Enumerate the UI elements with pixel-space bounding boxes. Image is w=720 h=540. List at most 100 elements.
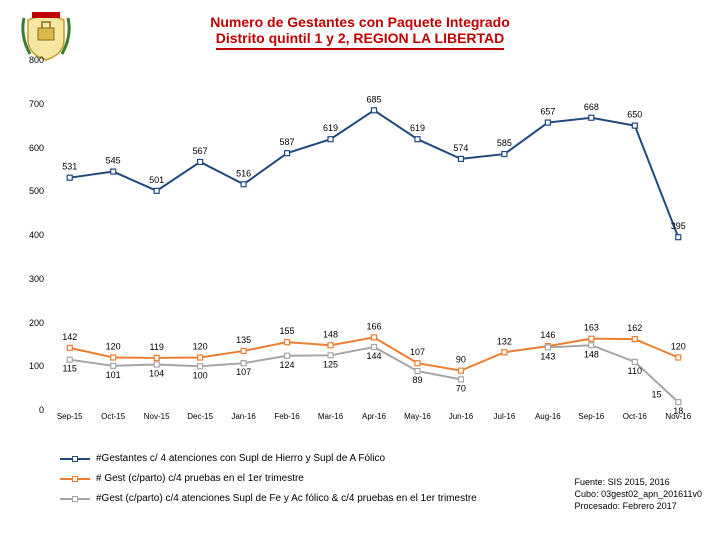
series-marker [589, 115, 594, 120]
point-label: 668 [584, 102, 599, 112]
point-label: 531 [62, 162, 77, 172]
point-label-extra: 15 [652, 389, 662, 399]
point-label: 115 [63, 364, 77, 374]
x-tick-label: Jun-16 [449, 412, 473, 421]
point-label: 125 [323, 359, 338, 369]
series-marker [589, 336, 594, 341]
series-marker [632, 359, 637, 364]
series-marker [415, 361, 420, 366]
point-label: 155 [280, 326, 295, 336]
point-label: 142 [62, 332, 77, 342]
point-label: 166 [366, 321, 381, 331]
series-marker [154, 362, 159, 367]
series-marker [198, 355, 203, 360]
x-tick-label: Nov-15 [144, 412, 170, 421]
title-line1: Numero de Gestantes con Paquete Integrad… [0, 14, 720, 30]
series-marker [589, 343, 594, 348]
legend-swatch [60, 494, 90, 504]
series-marker [458, 368, 463, 373]
legend-label: #Gestantes c/ 4 atenciones con Supl de H… [96, 450, 385, 468]
y-tick-label: 200 [29, 318, 44, 328]
point-label: 101 [106, 370, 121, 380]
series-marker [67, 345, 72, 350]
line-chart: 0100200300400500600700800 53154550156751… [20, 60, 700, 430]
point-label: 100 [193, 370, 208, 380]
x-tick-label: Dec-15 [187, 412, 213, 421]
legend-item: #Gest (c/parto) c/4 atenciones Supl de F… [60, 490, 477, 508]
series-marker [372, 335, 377, 340]
legend-label: #Gest (c/parto) c/4 atenciones Supl de F… [96, 490, 477, 508]
point-label: 135 [236, 335, 251, 345]
point-label: 132 [497, 336, 512, 346]
x-tick-label: Oct-16 [623, 412, 647, 421]
y-tick-label: 400 [29, 230, 44, 240]
point-label: 90 [456, 355, 466, 365]
point-label: 657 [540, 107, 555, 117]
y-tick-label: 800 [29, 55, 44, 65]
legend-swatch [60, 474, 90, 484]
point-label: 650 [627, 110, 642, 120]
x-tick-label: Feb-16 [274, 412, 299, 421]
point-label: 119 [149, 342, 163, 352]
point-label: 516 [236, 168, 251, 178]
x-tick-label: Jan-16 [231, 412, 255, 421]
x-tick-label: Sep-15 [57, 412, 83, 421]
x-tick-label: Sep-16 [578, 412, 604, 421]
point-label: 143 [540, 351, 555, 361]
x-tick-label: Mar-16 [318, 412, 343, 421]
series-marker [241, 348, 246, 353]
point-label: 107 [410, 347, 425, 357]
point-label: 574 [453, 143, 468, 153]
series-marker [502, 350, 507, 355]
series-marker [372, 108, 377, 113]
y-tick-label: 600 [29, 143, 44, 153]
point-label: 70 [456, 383, 466, 393]
y-tick-label: 500 [29, 186, 44, 196]
series-marker [154, 188, 159, 193]
legend: #Gestantes c/ 4 atenciones con Supl de H… [60, 450, 477, 510]
legend-label: # Gest (c/parto) c/4 pruebas en el 1er t… [96, 470, 304, 488]
legend-item: #Gestantes c/ 4 atenciones con Supl de H… [60, 450, 477, 468]
x-axis: Sep-15 Oct-15 Nov-15 Dec-15 Jan-16 Feb-16 Mar-… [48, 412, 700, 426]
point-label: 104 [149, 369, 164, 379]
series-marker [458, 377, 463, 382]
series-marker [111, 363, 116, 368]
x-tick-label: Jul-16 [493, 412, 515, 421]
series-marker [285, 151, 290, 156]
series-marker [328, 353, 333, 358]
legend-item: # Gest (c/parto) c/4 pruebas en el 1er t… [60, 470, 477, 488]
series-marker [458, 156, 463, 161]
series-marker [241, 182, 246, 187]
y-tick-label: 100 [29, 361, 44, 371]
chart-title: Numero de Gestantes con Paquete Integrad… [0, 14, 720, 50]
source-line3: Procesado: Febrero 2017 [575, 500, 702, 512]
series-marker [632, 337, 637, 342]
point-label: 120 [106, 342, 121, 352]
y-tick-label: 0 [39, 405, 44, 415]
series-marker [111, 355, 116, 360]
source-note: Fuente: SIS 2015, 2016 Cubo: 03gest02_ap… [575, 476, 702, 512]
series-marker [328, 137, 333, 142]
y-tick-label: 300 [29, 274, 44, 284]
series-marker [632, 123, 637, 128]
point-label: 124 [280, 360, 295, 370]
series-marker [545, 345, 550, 350]
point-label: 146 [540, 330, 555, 340]
point-label: 148 [584, 349, 599, 359]
point-label: 162 [627, 323, 642, 333]
series-marker [198, 159, 203, 164]
point-label: 685 [366, 94, 381, 104]
series-marker [241, 361, 246, 366]
x-tick-label: Aug-16 [535, 412, 561, 421]
x-tick-label: Nov-16 [665, 412, 691, 421]
series-marker [328, 343, 333, 348]
series-marker [198, 364, 203, 369]
y-tick-label: 700 [29, 99, 44, 109]
series-marker [415, 369, 420, 374]
x-tick-label: Oct-15 [101, 412, 125, 421]
point-label: 148 [323, 329, 338, 339]
point-label: 619 [410, 123, 425, 133]
series-marker [372, 345, 377, 350]
point-label: 567 [193, 146, 208, 156]
series-marker [67, 357, 72, 362]
